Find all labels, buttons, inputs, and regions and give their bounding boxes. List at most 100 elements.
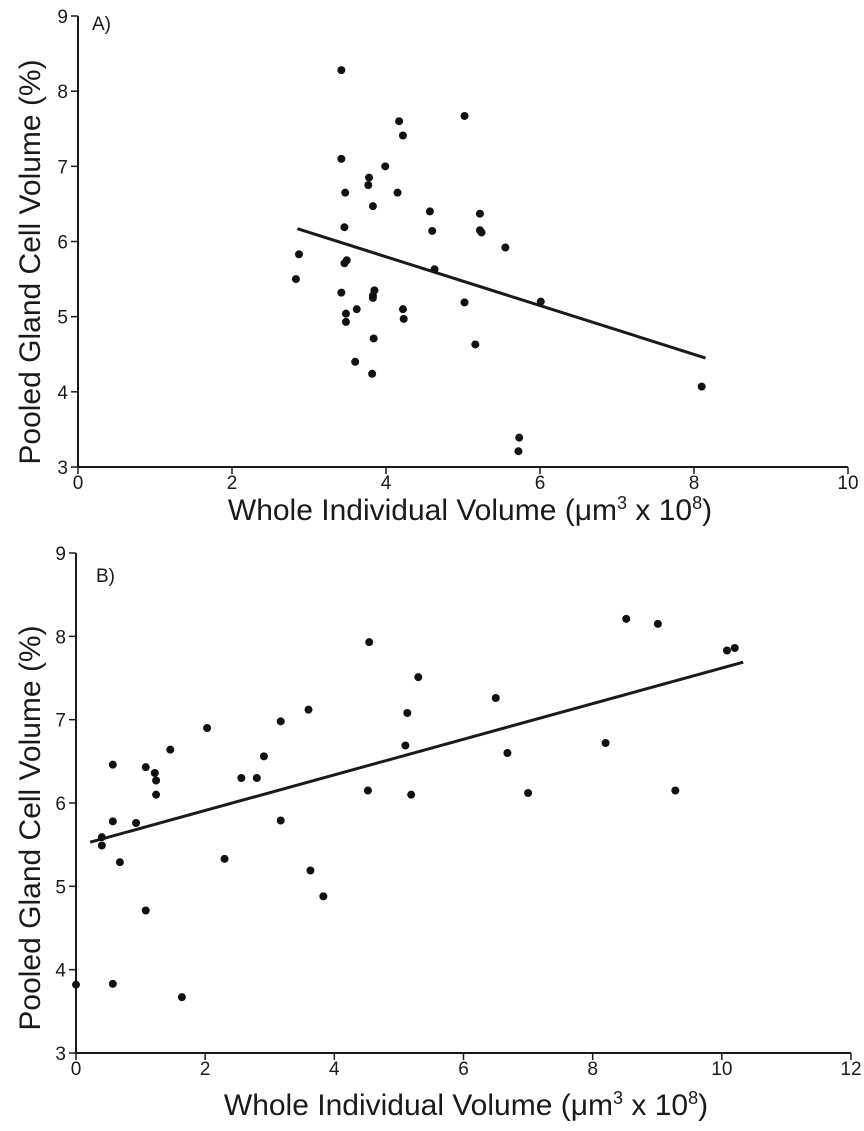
panel-b-label: B) — [96, 566, 115, 587]
panel-a-x-title-main: Whole Individual Volume ( — [228, 494, 575, 527]
y-tick-label: 5 — [57, 308, 68, 329]
data-point — [475, 209, 484, 218]
panel-b-x-title-mu: μ — [571, 1089, 588, 1122]
panel-b: B) 0 2 4 6 8 10 12 3 4 5 6 7 8 9 Pooled Gland Cell Vo… — [14, 544, 862, 1122]
data-point — [398, 305, 407, 314]
x-tick-label: 6 — [535, 473, 546, 494]
y-tick-label: 9 — [55, 544, 66, 565]
panel-a-x-title-end: ) — [702, 494, 712, 527]
data-point — [291, 275, 300, 284]
data-point — [341, 317, 350, 326]
data-point — [363, 786, 372, 795]
data-point — [653, 619, 662, 628]
data-point — [115, 858, 124, 867]
data-point — [141, 763, 150, 772]
data-point — [97, 833, 106, 842]
data-point — [341, 188, 350, 197]
data-point — [414, 673, 423, 682]
panel-a-x-title-mid: x 10 — [627, 494, 692, 527]
data-point — [276, 717, 285, 726]
y-tick-label: 9 — [57, 7, 68, 28]
panel-a-x-title-mu: μ — [575, 494, 592, 527]
data-point — [399, 314, 408, 323]
data-point — [340, 259, 349, 268]
data-point — [671, 786, 680, 795]
x-tick-label: 12 — [840, 1059, 861, 1080]
x-tick-label: 0 — [73, 473, 84, 494]
data-point — [152, 776, 161, 785]
x-tick-label: 8 — [587, 1059, 598, 1080]
data-point — [622, 614, 631, 623]
data-point — [730, 644, 739, 652]
data-point — [352, 305, 361, 314]
panel-b-fit-line — [89, 660, 744, 844]
x-tick-label: 6 — [458, 1059, 469, 1080]
y-tick-label: 6 — [57, 233, 68, 254]
y-tick-label: 3 — [55, 1044, 66, 1065]
data-point — [425, 207, 434, 216]
data-point — [108, 760, 117, 769]
data-point — [337, 288, 346, 297]
panel-b-x-title-mid: x 10 — [623, 1089, 688, 1122]
panel-b-x-title-main: Whole Individual Volume ( — [224, 1089, 571, 1122]
data-point — [723, 646, 731, 655]
panel-a-points — [291, 66, 706, 456]
data-point — [319, 892, 328, 901]
panel-a: A) 0 2 4 6 8 10 3 4 5 6 7 8 9 Pooled Gland Cell Volu… — [14, 7, 859, 527]
data-point — [393, 188, 402, 197]
data-point — [403, 709, 412, 717]
data-point — [203, 724, 212, 732]
panel-a-x-title-sup2: 8 — [692, 493, 702, 513]
data-point — [337, 154, 346, 163]
data-point — [365, 638, 374, 647]
data-point — [697, 382, 706, 391]
data-point — [514, 447, 523, 456]
x-tick-label: 2 — [227, 473, 238, 494]
panel-a-x-title-m: m — [592, 494, 617, 527]
data-point — [294, 250, 303, 259]
data-point — [152, 790, 161, 799]
data-point — [501, 243, 510, 252]
data-point — [337, 66, 346, 75]
panel-a-x-title-sup1: 3 — [617, 493, 627, 513]
x-tick-label: 10 — [837, 473, 858, 494]
data-point — [304, 705, 313, 714]
y-tick-label: 5 — [55, 877, 66, 898]
panel-a-ticks: 0 2 4 6 8 10 3 4 5 6 7 8 9 — [57, 7, 858, 494]
data-point — [515, 433, 524, 442]
panel-b-ticks: 0 2 4 6 8 10 12 3 4 5 6 7 8 9 — [55, 544, 861, 1080]
data-point — [368, 369, 377, 378]
data-point — [428, 226, 437, 235]
y-tick-label: 4 — [57, 383, 68, 404]
data-point — [166, 745, 175, 754]
x-tick-label: 2 — [200, 1059, 211, 1080]
data-point — [491, 694, 500, 702]
data-point — [368, 293, 377, 302]
data-point — [132, 819, 141, 827]
panel-b-x-axis-title: Whole Individual Volume (μm3 x 108) — [224, 1088, 708, 1122]
data-point — [365, 173, 374, 182]
data-point — [150, 769, 159, 777]
data-point — [460, 298, 469, 307]
panel-b-x-title-end: ) — [698, 1089, 708, 1122]
data-point — [471, 340, 480, 349]
y-tick-label: 8 — [57, 82, 68, 103]
data-point — [430, 265, 439, 274]
data-point — [381, 162, 390, 171]
data-point — [401, 741, 410, 750]
data-point — [503, 749, 512, 757]
panel-b-x-title-sup2: 8 — [688, 1088, 698, 1108]
x-tick-label: 0 — [71, 1059, 82, 1080]
panel-a-label: A) — [92, 14, 111, 35]
data-point — [306, 866, 315, 875]
data-point — [220, 854, 229, 863]
data-point — [276, 816, 285, 825]
data-point — [368, 202, 377, 211]
data-point — [108, 817, 117, 826]
data-point — [601, 739, 610, 747]
x-tick-label: 4 — [329, 1059, 340, 1080]
x-tick-label: 4 — [381, 473, 392, 494]
y-tick-label: 6 — [55, 794, 66, 815]
x-tick-label: 10 — [711, 1059, 732, 1080]
y-tick-label: 7 — [55, 711, 66, 732]
